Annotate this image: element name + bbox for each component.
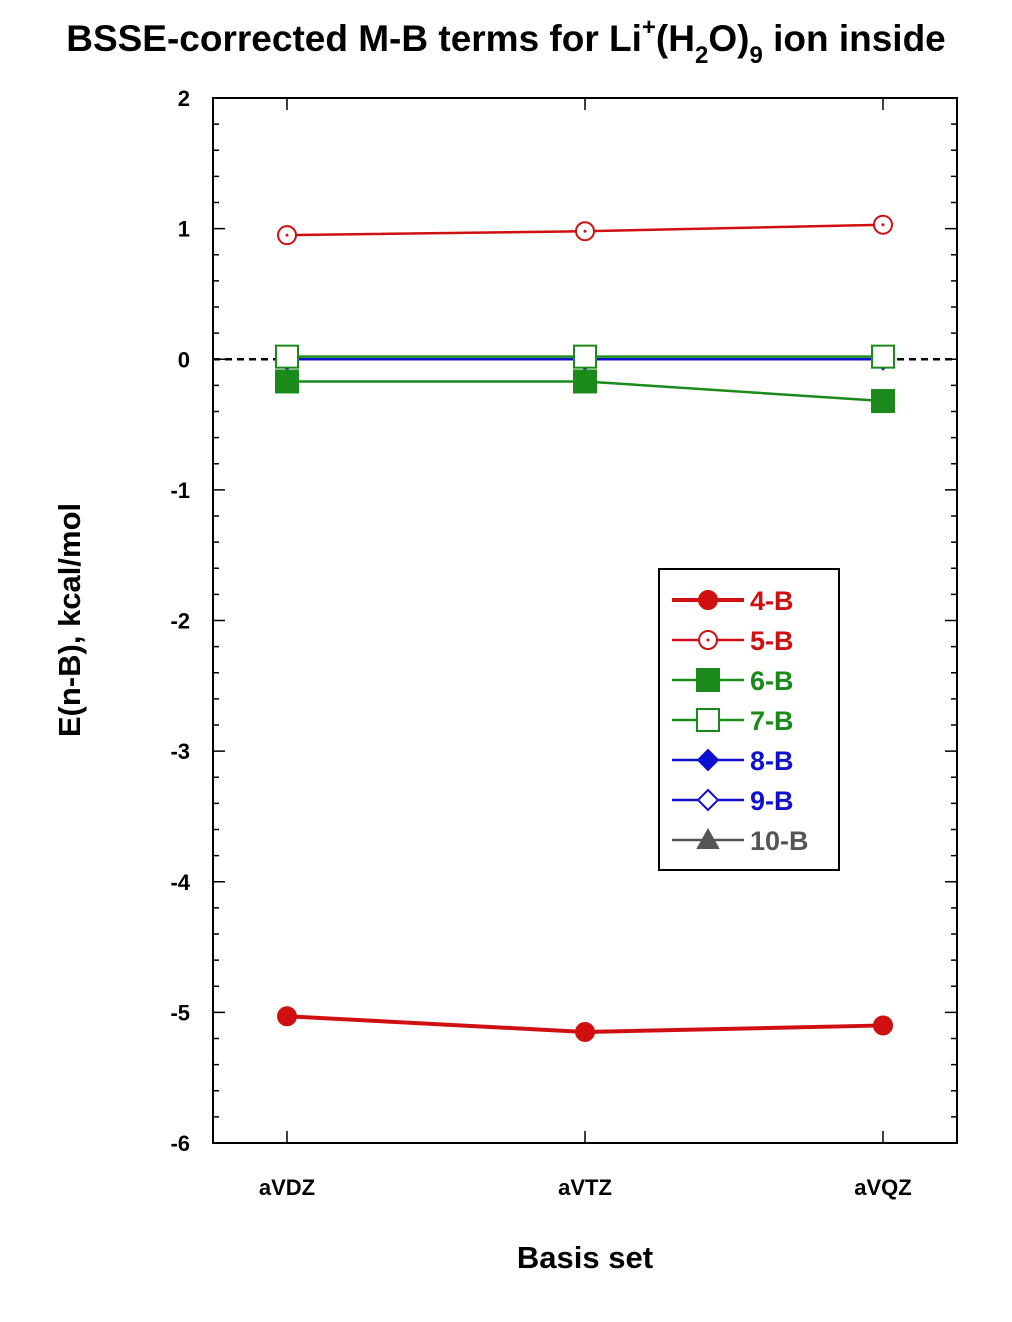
- legend-item-5-B: 5-B: [672, 626, 794, 656]
- series-6-B: [275, 369, 895, 414]
- y-tick-label: -5: [170, 1000, 190, 1025]
- legend-label: 5-B: [750, 626, 794, 656]
- title-subscript-2: 9: [749, 42, 763, 69]
- x-axis-label: Basis set: [517, 1240, 653, 1275]
- legend-marker-center: [706, 638, 710, 642]
- series-layer: [275, 214, 895, 1042]
- x-tick-label: aVQZ: [854, 1175, 911, 1200]
- y-tick-label: -2: [170, 609, 190, 634]
- data-point-5-B-center: [881, 223, 885, 227]
- legend-marker: [696, 748, 720, 772]
- legend-marker: [696, 827, 720, 849]
- data-point-5-B-center: [285, 233, 289, 237]
- title-superscript: +: [641, 14, 656, 41]
- title-suffix: ion inside: [762, 18, 946, 59]
- legend-item-8-B: 8-B: [672, 746, 794, 776]
- y-tick-labels: 2 1 0 -1 -2 -3 -4 -5 -6: [170, 86, 190, 1156]
- legend-marker: [698, 590, 718, 610]
- y-axis-label: E(n-B), kcal/mol: [52, 503, 87, 737]
- data-point-6-B: [573, 369, 597, 394]
- series-4-B: [277, 1006, 893, 1042]
- legend-label: 8-B: [750, 746, 794, 776]
- title-subscript-1: 2: [694, 42, 709, 69]
- plot-frame: [212, 97, 958, 1144]
- legend-item-9-B: 9-B: [672, 786, 794, 816]
- title-formula-open: (H: [655, 18, 695, 59]
- title-formula-mid: O): [708, 18, 750, 59]
- legend-items: 4-B 5-B 6-B 7-B 8-B 9-B 10-B: [672, 586, 809, 856]
- data-point-4-B: [277, 1006, 297, 1027]
- legend-item-6-B: 6-B: [672, 666, 794, 696]
- legend: 4-B 5-B 6-B 7-B 8-B 9-B 10-B: [658, 568, 840, 871]
- data-point-4-B: [873, 1015, 893, 1036]
- series-5-B: [277, 214, 893, 246]
- y-tick-label: -1: [170, 478, 190, 503]
- legend-item-7-B: 7-B: [672, 706, 794, 736]
- data-point-6-B: [871, 389, 895, 414]
- x-tick-label: aVDZ: [259, 1175, 315, 1200]
- legend-item-4-B: 4-B: [672, 586, 794, 616]
- data-point-4-B: [575, 1021, 595, 1042]
- data-point-5-B-center: [583, 229, 587, 233]
- y-tick-label: 1: [178, 217, 190, 242]
- data-point-7-B: [871, 344, 895, 369]
- x-tick-labels: aVDZ aVTZ aVQZ: [259, 1175, 912, 1200]
- legend-marker: [696, 788, 720, 812]
- y-tick-label: -6: [170, 1131, 190, 1156]
- legend-label: 6-B: [750, 666, 794, 696]
- legend-label: 10-B: [750, 826, 809, 856]
- legend-label: 9-B: [750, 786, 794, 816]
- legend-marker: [696, 668, 720, 692]
- data-point-6-B: [275, 369, 299, 394]
- y-tick-label: -3: [170, 739, 190, 764]
- y-tick-label: 0: [178, 347, 190, 372]
- title-prefix: BSSE-corrected M-B terms for Li: [66, 18, 642, 59]
- legend-label: 4-B: [750, 586, 794, 616]
- series-7-B: [275, 344, 895, 369]
- data-point-7-B: [275, 344, 299, 369]
- axis-ticks: [213, 97, 957, 1144]
- legend-label: 7-B: [750, 706, 794, 736]
- legend-marker: [696, 708, 720, 732]
- legend-item-10-B: 10-B: [672, 826, 809, 856]
- y-tick-label: 2: [178, 86, 190, 111]
- y-tick-label: -4: [170, 870, 190, 895]
- x-tick-label: aVTZ: [558, 1175, 612, 1200]
- chart-title: BSSE-corrected M-B terms for Li+(H2O)9 i…: [0, 14, 1012, 69]
- data-point-7-B: [573, 344, 597, 369]
